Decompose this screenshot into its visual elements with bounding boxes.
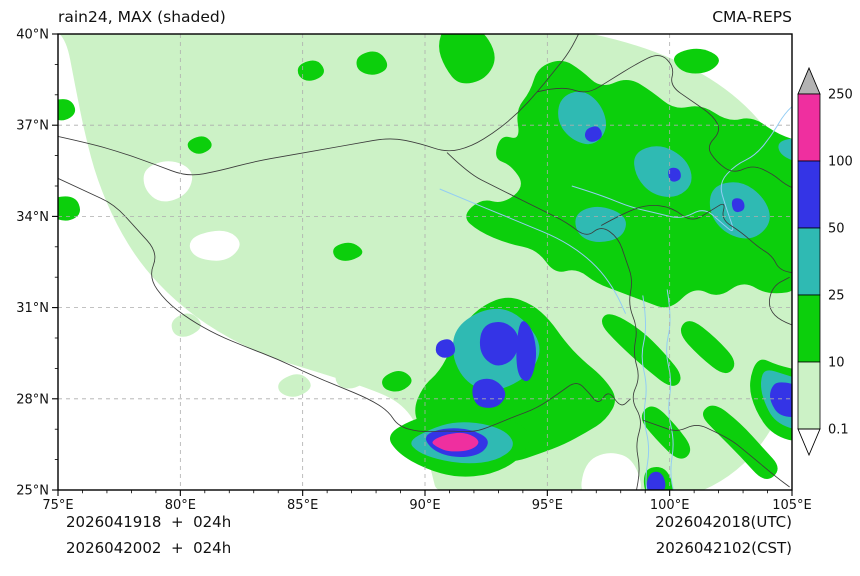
no-precip-region [581,453,641,490]
precip-region [335,367,368,389]
footer-init-line-1: 2026041918 + 024h [66,513,231,531]
y-tick-label: 37°N [16,119,49,134]
province-boundary [768,276,792,326]
precip-region [297,60,324,81]
province-boundary [446,152,641,490]
colorbar-segment [797,160,821,229]
precip-region [770,382,792,417]
gridline-layer [58,34,792,490]
precip-region [601,314,681,386]
y-tick-label: 31°N [16,301,49,316]
province-boundary [58,177,631,433]
precip-region [278,374,311,397]
footer-valid-cst: 2026042102(CST) [656,539,792,557]
precip-region [171,313,201,337]
river-line [439,188,627,314]
colorbar-level-label: 25 [828,289,845,304]
precip-region [634,146,692,197]
axes-layer: 75°E 80°E 85°E 90°E 95°E 100°E 105°E 25°N 28°N 31… [16,28,812,514]
colorbar: 0.1 10 25 50 100 250 [797,66,853,457]
precip-region [778,138,792,161]
river-line [571,105,792,231]
precip-region [356,51,388,75]
y-tick-label: 28°N [16,392,49,407]
precip-region [646,471,666,490]
map-plot-area: 75°E 80°E 85°E 90°E 95°E 100°E 105°E 25°N 28°N 31… [16,28,812,514]
y-tick-label: 34°N [16,210,49,225]
precip-region [187,136,212,154]
colorbar-segment [797,361,821,430]
colorbar-segment [797,294,821,363]
x-tick-label: 100°E [650,498,690,513]
province-boundary [642,419,790,488]
precip-region [674,48,719,74]
precip-region [439,34,495,84]
province-boundary [58,34,580,176]
x-tick-label: 80°E [165,498,196,513]
precip-region [641,406,691,459]
y-tick-label: 25°N [16,484,49,499]
precip-region [58,99,76,121]
province-boundary [537,55,792,188]
precip-region [382,371,412,392]
precip-region [731,198,745,213]
footer-valid-utc: 2026042018(UTC) [655,513,792,531]
x-tick-label: 75°E [42,498,73,513]
no-precip-region [189,230,240,261]
x-tick-label: 95°E [532,498,563,513]
plot-title: rain24, MAX (shaded) [58,8,226,26]
model-name-label: CMA-REPS [712,8,792,26]
precip-region [435,339,456,358]
precip-region [702,405,778,480]
precip-region [58,196,81,221]
y-tick-label: 40°N [16,28,49,43]
colorbar-level-label: 50 [828,222,845,237]
province-boundary [600,203,792,274]
colorbar-level-label: 250 [828,88,853,103]
colorbar-segment [797,227,821,296]
x-tick-label: 105°E [772,498,812,513]
precip-region [432,432,479,452]
precip-region [575,206,626,242]
precip-region [668,167,681,182]
precip-region [680,321,735,374]
precip-region [516,321,537,382]
x-tick-label: 90°E [409,498,440,513]
precip-region [333,242,363,261]
precip-region [472,378,506,408]
colorbar-level-label: 100 [828,155,853,170]
colorbar-level-label: 10 [828,356,845,371]
colorbar-segment [797,93,821,162]
river-line [641,295,650,490]
precip-region [479,321,519,366]
footer-init-line-2: 2026042002 + 024h [66,539,231,557]
colorbar-level-label: 0.1 [828,423,849,438]
colorbar-under-arrow [797,428,821,457]
precip-region [584,126,602,142]
x-tick-label: 85°E [287,498,318,513]
colorbar-over-arrow [797,66,821,95]
